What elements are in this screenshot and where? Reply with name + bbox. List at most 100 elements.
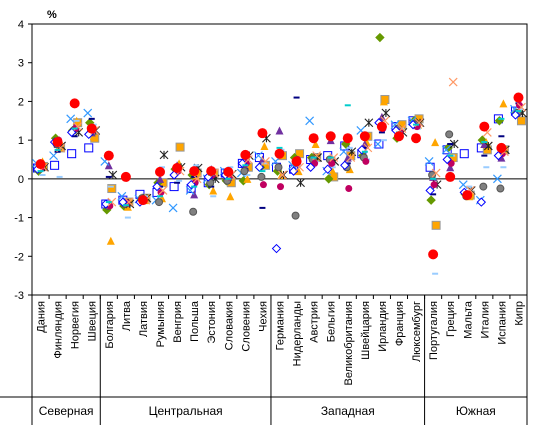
data-point xyxy=(66,114,76,124)
data-point xyxy=(517,102,526,112)
data-point xyxy=(362,157,370,165)
data-point xyxy=(340,160,350,171)
group-label: Западная xyxy=(321,404,375,418)
data-point xyxy=(363,143,373,153)
data-point xyxy=(169,182,179,192)
data-point xyxy=(52,137,63,148)
data-point xyxy=(431,168,441,178)
category-label: Нидерланды xyxy=(292,301,304,366)
category-label: Румыния xyxy=(155,301,167,347)
data-point xyxy=(291,211,300,220)
data-point xyxy=(107,184,117,194)
x-axis: Дания Финляндия Норвегия Швеция Болгария Литв… xyxy=(31,295,528,425)
data-point xyxy=(393,131,404,142)
category-label: Болгария xyxy=(104,301,116,349)
data-point xyxy=(499,99,508,108)
category-label: Люксембург xyxy=(411,301,423,362)
data-point xyxy=(516,116,526,126)
data-point xyxy=(322,164,333,174)
data-point xyxy=(431,138,440,147)
data-point xyxy=(411,133,422,144)
data-point xyxy=(240,149,251,160)
data-point xyxy=(117,191,127,201)
data-point xyxy=(329,153,339,162)
data-point xyxy=(359,131,370,142)
data-point xyxy=(445,171,456,182)
data-point xyxy=(120,171,131,182)
data-point xyxy=(172,163,183,174)
data-point xyxy=(374,139,384,149)
data-point xyxy=(480,140,489,149)
y-axis-unit: % xyxy=(47,9,57,21)
y-tick-label: 2 xyxy=(18,96,24,108)
data-point xyxy=(376,121,387,132)
data-point xyxy=(271,243,282,254)
y-tick-label: -3 xyxy=(14,290,24,302)
category-label: Великобритания xyxy=(343,301,355,386)
data-point xyxy=(497,153,506,162)
data-point xyxy=(426,195,436,205)
data-point xyxy=(424,157,434,166)
data-point xyxy=(425,185,435,196)
data-point xyxy=(360,140,369,149)
category-label: Венгрия xyxy=(172,301,184,343)
data-point xyxy=(305,162,316,172)
data-point xyxy=(459,149,469,159)
data-point xyxy=(50,160,60,170)
data-point xyxy=(189,166,200,177)
data-point xyxy=(159,150,169,160)
data-point xyxy=(185,186,195,195)
y-tick-label: -1 xyxy=(14,213,24,225)
data-point xyxy=(431,220,441,230)
data-point xyxy=(476,197,487,207)
data-point xyxy=(257,172,266,181)
data-point xyxy=(189,207,198,216)
data-point xyxy=(445,130,454,139)
data-point xyxy=(278,170,287,180)
data-point xyxy=(323,174,334,184)
data-point xyxy=(342,133,353,144)
data-point xyxy=(339,147,349,157)
data-point xyxy=(458,180,468,190)
data-point xyxy=(83,108,93,118)
data-point xyxy=(240,167,249,176)
data-point xyxy=(226,192,235,201)
data-point xyxy=(325,131,336,142)
data-point xyxy=(513,92,524,103)
data-point xyxy=(155,198,164,207)
data-point xyxy=(261,157,270,166)
data-point xyxy=(381,108,391,118)
data-point xyxy=(345,185,353,193)
category-label: Словакия xyxy=(223,301,235,350)
y-tick-label: 4 xyxy=(18,19,24,31)
data-point xyxy=(158,186,168,195)
category-label: Швейцария xyxy=(360,301,372,360)
data-point xyxy=(294,167,303,176)
data-point xyxy=(274,148,285,159)
data-point xyxy=(257,128,268,139)
data-point xyxy=(305,116,315,126)
data-point xyxy=(311,140,320,149)
data-point xyxy=(155,166,166,177)
data-point xyxy=(84,143,94,153)
category-label: Кипр xyxy=(513,301,525,326)
data-point xyxy=(346,153,356,162)
data-point xyxy=(308,133,319,144)
group-label: Южная xyxy=(456,404,496,418)
plot-border xyxy=(31,23,528,296)
data-point xyxy=(430,181,438,189)
data-point xyxy=(328,167,337,176)
category-label: Словения xyxy=(240,301,252,352)
y-axis: -3 -2 -1 0 1 2 3 4 xyxy=(14,19,32,302)
data-point xyxy=(103,150,114,161)
category-label: Греция xyxy=(445,301,457,337)
data-point xyxy=(277,183,284,191)
data-point xyxy=(462,190,473,201)
category-label: Польша xyxy=(189,300,201,342)
data-point xyxy=(375,32,385,43)
data-point xyxy=(510,110,521,120)
category-label: Австрия xyxy=(309,301,321,343)
data-point xyxy=(442,154,452,165)
data-point xyxy=(373,139,383,149)
